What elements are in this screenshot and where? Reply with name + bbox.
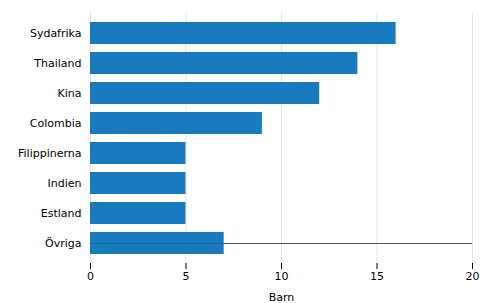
svg-text:Indien: Indien — [48, 177, 82, 190]
svg-text:Kina: Kina — [58, 87, 82, 100]
svg-text:10: 10 — [275, 270, 289, 283]
svg-text:Estland: Estland — [41, 207, 82, 220]
svg-text:Colombia: Colombia — [30, 117, 82, 130]
svg-text:Sydafrika: Sydafrika — [30, 27, 82, 40]
svg-text:20: 20 — [466, 270, 480, 283]
svg-text:Barn: Barn — [269, 291, 295, 303]
svg-text:Övriga: Övriga — [45, 237, 81, 250]
svg-text:Thailand: Thailand — [33, 57, 81, 70]
svg-text:0: 0 — [87, 270, 94, 283]
svg-text:Filippinerna: Filippinerna — [18, 147, 82, 160]
svg-text:5: 5 — [183, 270, 190, 283]
svg-text:15: 15 — [370, 270, 384, 283]
